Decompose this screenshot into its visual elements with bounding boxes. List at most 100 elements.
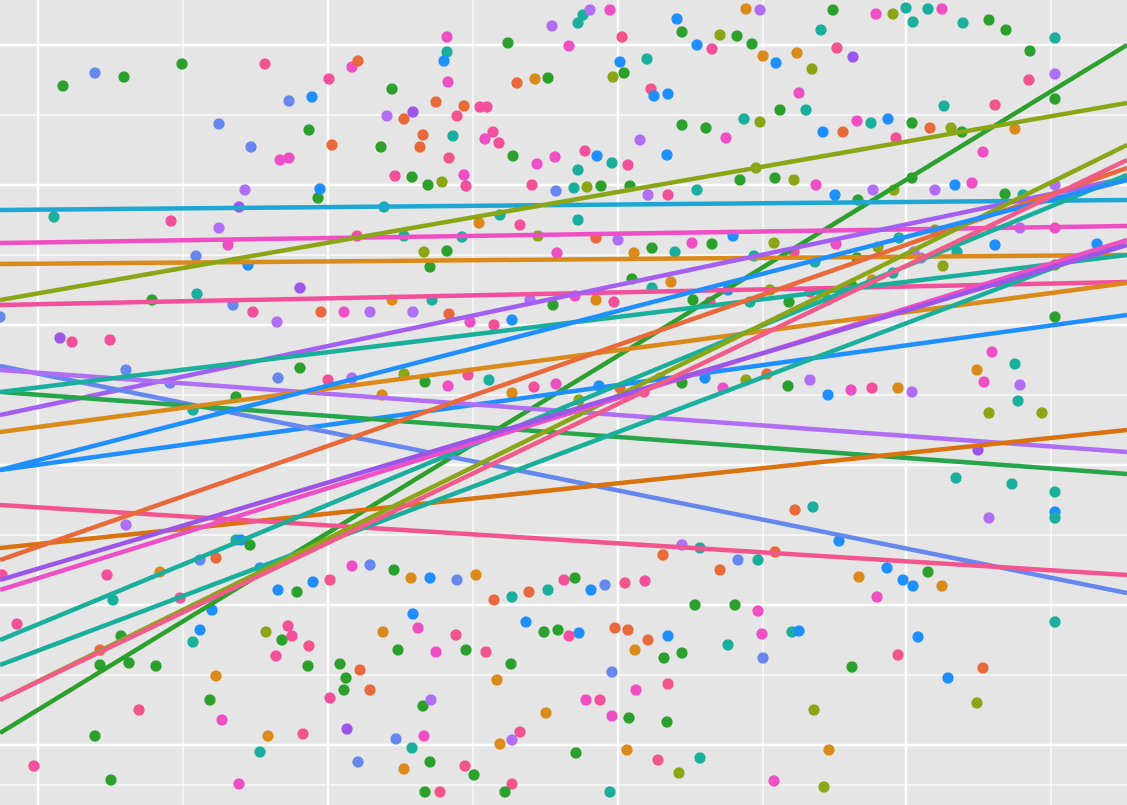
data-point-236	[986, 346, 998, 358]
data-point-56	[648, 90, 660, 102]
data-point-348	[971, 697, 983, 709]
data-point-199	[272, 372, 284, 384]
data-point-425	[572, 214, 584, 226]
data-point-98	[882, 113, 894, 125]
data-point-443	[937, 260, 949, 272]
data-point-394	[244, 539, 256, 551]
data-point-411	[312, 192, 324, 204]
data-point-63	[731, 30, 743, 42]
data-point-276	[388, 564, 400, 576]
data-point-338	[673, 767, 685, 779]
data-point-310	[352, 756, 364, 768]
trend-line-4	[0, 100, 1127, 303]
data-point-333	[606, 710, 618, 722]
data-point-315	[417, 700, 429, 712]
data-point-322	[468, 769, 480, 781]
data-point-152	[989, 239, 1001, 251]
data-point-1	[89, 67, 101, 79]
data-point-36	[422, 179, 434, 191]
data-point-104	[793, 87, 805, 99]
data-point-291	[107, 594, 119, 606]
data-point-330	[580, 694, 592, 706]
data-point-407	[239, 184, 251, 196]
data-point-337	[661, 716, 673, 728]
data-point-186	[271, 316, 283, 328]
data-point-224	[822, 389, 834, 401]
data-point-125	[581, 181, 593, 193]
data-point-73	[831, 42, 843, 54]
data-point-253	[807, 501, 819, 513]
data-point-118	[549, 151, 561, 163]
data-point-304	[254, 746, 266, 758]
data-point-109	[700, 122, 712, 134]
data-point-136	[829, 189, 841, 201]
data-point-352	[756, 628, 768, 640]
data-point-248	[897, 574, 909, 586]
data-point-389	[270, 650, 282, 662]
data-point-223	[804, 374, 816, 386]
data-point-355	[793, 625, 805, 637]
data-point-252	[833, 535, 845, 547]
data-point-249	[881, 562, 893, 574]
data-point-313	[398, 763, 410, 775]
data-point-226	[866, 382, 878, 394]
data-point-242	[1049, 512, 1061, 524]
data-point-122	[526, 179, 538, 191]
data-point-31	[443, 152, 455, 164]
data-point-38	[458, 169, 470, 181]
data-point-107	[738, 113, 750, 125]
data-point-150	[1049, 311, 1061, 323]
data-point-87	[1049, 93, 1061, 105]
data-point-377	[450, 629, 462, 641]
data-point-28	[487, 126, 499, 138]
data-point-144	[999, 188, 1011, 200]
data-point-161	[783, 296, 795, 308]
data-point-209	[506, 387, 518, 399]
data-point-258	[714, 564, 726, 576]
trend-line-3	[0, 252, 1127, 267]
data-point-271	[488, 594, 500, 606]
trend-line-12	[0, 280, 1127, 435]
data-point-33	[414, 141, 426, 153]
data-point-418	[441, 245, 453, 257]
data-point-301	[204, 694, 216, 706]
data-point-53	[618, 67, 630, 79]
data-point-178	[443, 308, 455, 320]
data-point-57	[662, 88, 674, 100]
data-point-195	[120, 364, 132, 376]
trend-line-17	[0, 237, 1127, 668]
data-point-363	[629, 644, 641, 656]
data-point-189	[191, 288, 203, 300]
data-point-272	[470, 569, 482, 581]
data-point-375	[480, 646, 492, 658]
data-point-230	[978, 376, 990, 388]
data-point-15	[375, 141, 387, 153]
data-point-67	[757, 50, 769, 62]
data-point-58	[671, 13, 683, 25]
data-point-346	[912, 631, 924, 643]
data-point-24	[451, 110, 463, 122]
data-point-357	[689, 599, 701, 611]
data-point-403	[222, 239, 234, 251]
data-point-281	[291, 586, 303, 598]
data-point-245	[936, 580, 948, 592]
data-point-34	[389, 170, 401, 182]
data-point-344	[846, 661, 858, 673]
data-point-81	[957, 17, 969, 29]
data-point-82	[983, 14, 995, 26]
data-point-205	[419, 376, 431, 388]
data-point-93	[945, 122, 957, 134]
data-point-200	[294, 362, 306, 374]
data-point-35	[406, 171, 418, 183]
data-point-8	[306, 91, 318, 103]
data-point-40	[502, 37, 514, 49]
data-point-320	[434, 786, 446, 798]
data-point-78	[907, 16, 919, 28]
data-point-432	[706, 238, 718, 250]
data-point-366	[606, 666, 618, 678]
data-point-341	[808, 704, 820, 716]
data-point-328	[540, 707, 552, 719]
data-point-193	[54, 332, 66, 344]
data-point-374	[491, 674, 503, 686]
data-point-335	[623, 712, 635, 724]
